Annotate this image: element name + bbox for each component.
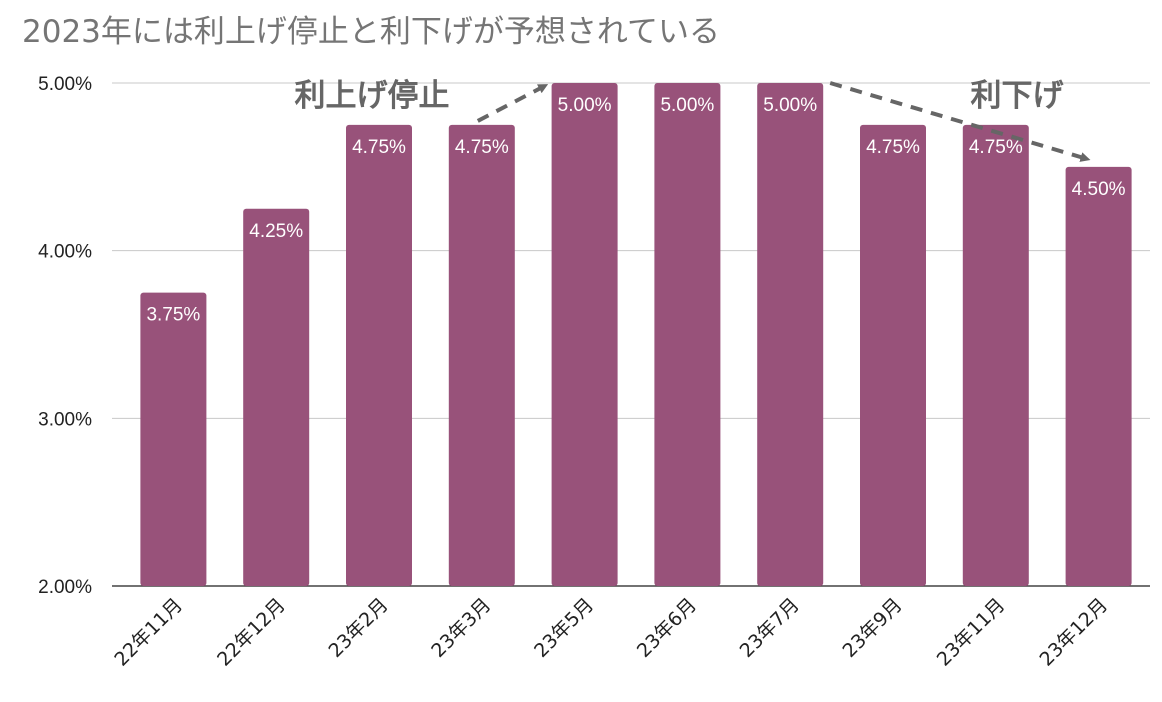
x-category-label: 23年6月 [633,594,701,662]
data-label: 3.75% [146,305,200,326]
x-category-label: 23年7月 [736,594,804,662]
bar [757,83,824,586]
data-label: 4.75% [455,137,509,158]
data-labels: 3.75% 4.25% 4.75% 4.75% 5.00% 5.00% 5.00% 4.75%… [146,95,1125,326]
bar [962,124,1029,587]
bar [346,124,412,587]
bar [448,124,515,587]
bar [860,124,926,587]
annotations: 利上げ停止 利下げ [295,78,1091,162]
data-label: 5.00% [558,95,612,116]
y-tick-label: 4.00% [38,242,92,263]
annotation-label: 利上げ停止 [295,78,450,114]
y-axis-tick-labels: 2.00% 3.00% 4.00% 5.00% [38,74,92,598]
x-axis-category-labels: 22年11月 22年12月 23年2月 23年3月 23年5月 23年6月 23年7月 23年… [110,594,1112,671]
x-category-label: 23年5月 [530,594,598,662]
chart-title: 2023年には利上げ停止と利下げが予想されている [22,14,720,50]
annotation-arrow [829,81,1091,162]
bar [551,83,618,586]
bar [243,208,310,586]
data-label: 4.50% [1072,179,1126,200]
annotation-arrow [476,84,549,123]
y-tick-label: 3.00% [38,409,92,430]
x-category-label: 23年11月 [933,594,1010,671]
data-label: 4.75% [866,137,920,158]
x-category-label: 23年12月 [1036,594,1113,671]
bar [1065,166,1132,587]
x-category-label: 23年9月 [838,594,906,662]
data-label: 4.75% [352,137,406,158]
x-category-label: 23年3月 [427,594,495,662]
x-category-label: 22年11月 [110,594,187,671]
y-tick-label: 2.00% [38,577,92,598]
bar [140,292,207,586]
y-tick-label: 5.00% [38,74,92,95]
bars [140,83,1132,587]
x-category-label: 22年12月 [213,594,290,671]
data-label: 5.00% [763,95,817,116]
x-category-label: 23年2月 [324,594,392,662]
data-label: 4.75% [969,137,1023,158]
data-label: 5.00% [660,95,714,116]
data-label: 4.25% [249,221,303,242]
annotation-label: 利下げ [971,78,1065,114]
bar [654,83,721,586]
